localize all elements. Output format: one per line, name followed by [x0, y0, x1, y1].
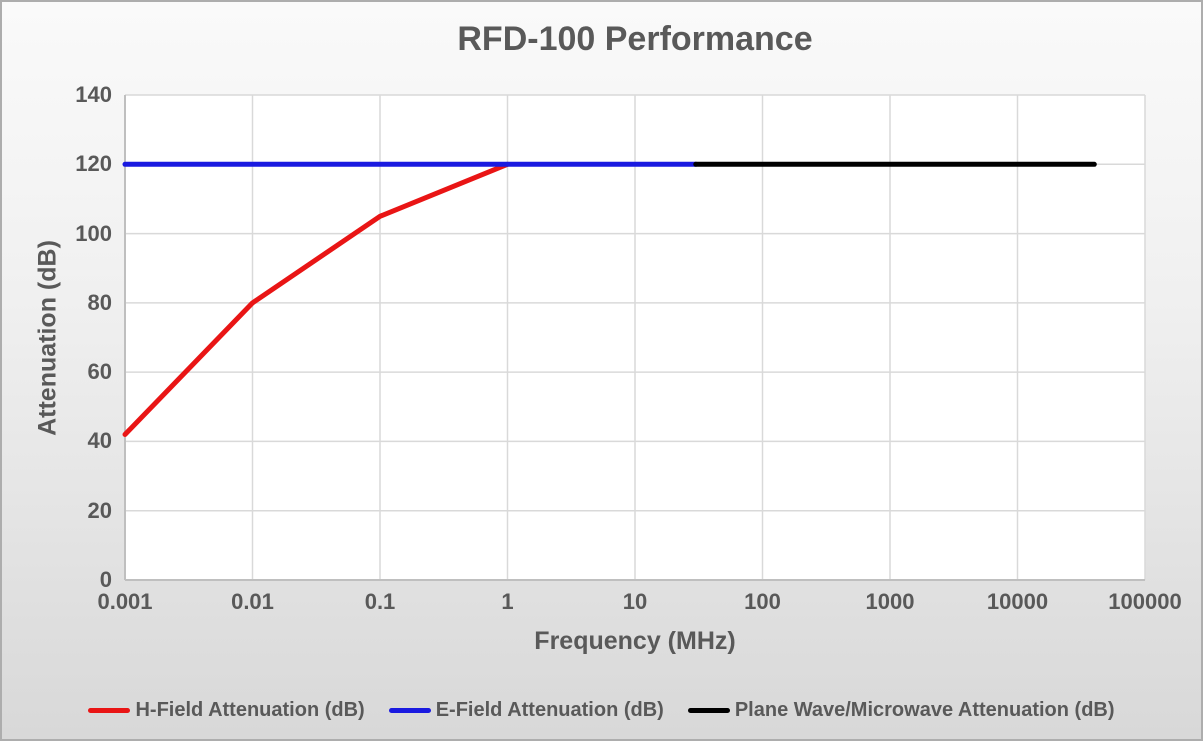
y-axis-tick-label: 80: [87, 289, 112, 315]
e-field-legend-swatch: [388, 708, 431, 713]
y-axis-title: Attenuation (dB): [33, 240, 62, 436]
y-axis-tick-label: 120: [75, 151, 112, 177]
h-field-legend-swatch: [88, 708, 131, 713]
chart-title: RFD-100 Performance: [457, 20, 813, 58]
x-axis-title: Frequency (MHz): [534, 627, 736, 655]
legend-label: H-Field Attenuation (dB): [135, 699, 365, 721]
legend-item-h-field: H-Field Attenuation (dB): [88, 699, 365, 722]
y-axis-tick-label: 40: [87, 428, 112, 454]
plane-wave-legend-swatch: [687, 708, 730, 713]
legend-label: E-Field Attenuation (dB): [435, 699, 664, 721]
y-axis-tick-label: 60: [87, 359, 112, 385]
x-axis-tick-label: 0.01: [231, 589, 274, 614]
x-axis-tick-label: 0.1: [364, 589, 396, 614]
x-axis-tick-label: 100000: [1108, 589, 1182, 614]
x-axis-tick-label: 10000: [986, 589, 1049, 614]
x-axis-tick-label: 100: [744, 589, 781, 614]
series-line-h-field: [122, 161, 510, 437]
y-axis-tick-label: 100: [75, 220, 112, 246]
y-axis-tick-label: 0: [99, 567, 112, 592]
x-axis-tick-label: 10: [622, 589, 648, 614]
y-axis-tick-label: 20: [87, 497, 112, 523]
x-axis-tick-label: 0.001: [97, 589, 153, 614]
x-axis-tick-label: 1000: [865, 589, 915, 614]
y-axis-tick-label: 140: [75, 82, 112, 107]
x-axis-tick-label: 1: [501, 589, 514, 614]
legend-item-plane-wave: Plane Wave/Microwave Attenuation (dB): [687, 699, 1115, 722]
legend-item-e-field: E-Field Attenuation (dB): [388, 699, 664, 722]
legend-label: Plane Wave/Microwave Attenuation (dB): [734, 699, 1115, 721]
legend: H-Field Attenuation (dB) E-Field Attenua…: [2, 699, 1201, 722]
